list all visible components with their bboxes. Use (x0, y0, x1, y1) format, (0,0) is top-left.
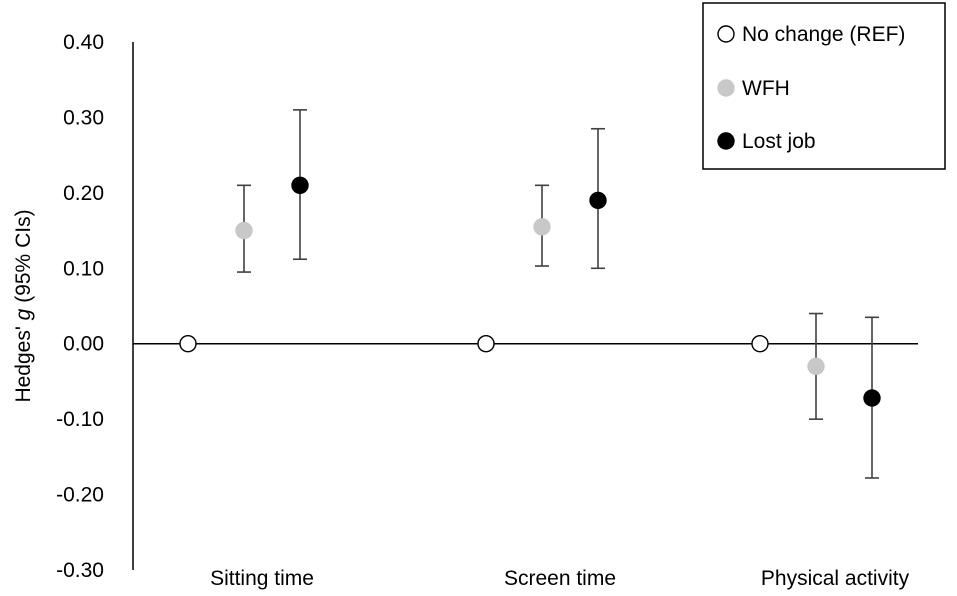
legend-item: No change (REF) (717, 23, 905, 46)
y-tick-label: 0.10 (63, 257, 104, 280)
legend-label: WFH (742, 77, 790, 100)
y-tick-label: 0.00 (63, 333, 104, 356)
data-point (291, 176, 309, 195)
legend: No change (REF) WFH Lost job (702, 2, 946, 170)
y-axis-title-suffix: (95% CIs) (12, 209, 35, 308)
y-axis-title-italic: g (12, 308, 35, 320)
legend-item: WFH (717, 77, 790, 100)
y-axis-title-prefix: Hedges' (12, 320, 35, 402)
y-tick-label: 0.20 (63, 182, 104, 205)
y-axis-title: Hedges' g (95% CIs) (12, 209, 35, 402)
data-point (807, 357, 825, 376)
legend-label: No change (REF) (742, 23, 905, 46)
data-point (533, 218, 551, 236)
y-tick-label: -0.30 (56, 559, 104, 582)
series-0 (179, 335, 769, 353)
legend-marker (717, 79, 735, 97)
legend-marker (717, 132, 735, 150)
category-label: Screen time (504, 567, 616, 590)
category-labels: Sitting time Screen time Physical activity (210, 567, 910, 590)
y-tick-label: 0.40 (63, 31, 104, 54)
category-label: Physical activity (761, 567, 910, 590)
series-1 (235, 184, 825, 420)
y-tick-labels: 0.40 0.30 0.20 0.10 0.00 -0.10 -0.20 -0.30 (56, 31, 104, 582)
data-point (235, 221, 253, 240)
legend-box (702, 2, 946, 170)
y-tick-label: 0.30 (63, 106, 104, 129)
data-point (477, 335, 495, 353)
legend-label: Lost job (742, 130, 816, 153)
data-point (751, 335, 769, 353)
data-point (589, 191, 607, 210)
data-point (863, 389, 881, 407)
y-tick-label: -0.10 (56, 408, 104, 431)
data-marks (179, 109, 881, 479)
legend-marker (717, 25, 735, 43)
y-tick-label: -0.20 (56, 484, 104, 507)
data-point (179, 335, 197, 353)
series-2 (291, 109, 881, 479)
legend-item: Lost job (717, 130, 816, 153)
category-label: Sitting time (210, 567, 314, 590)
